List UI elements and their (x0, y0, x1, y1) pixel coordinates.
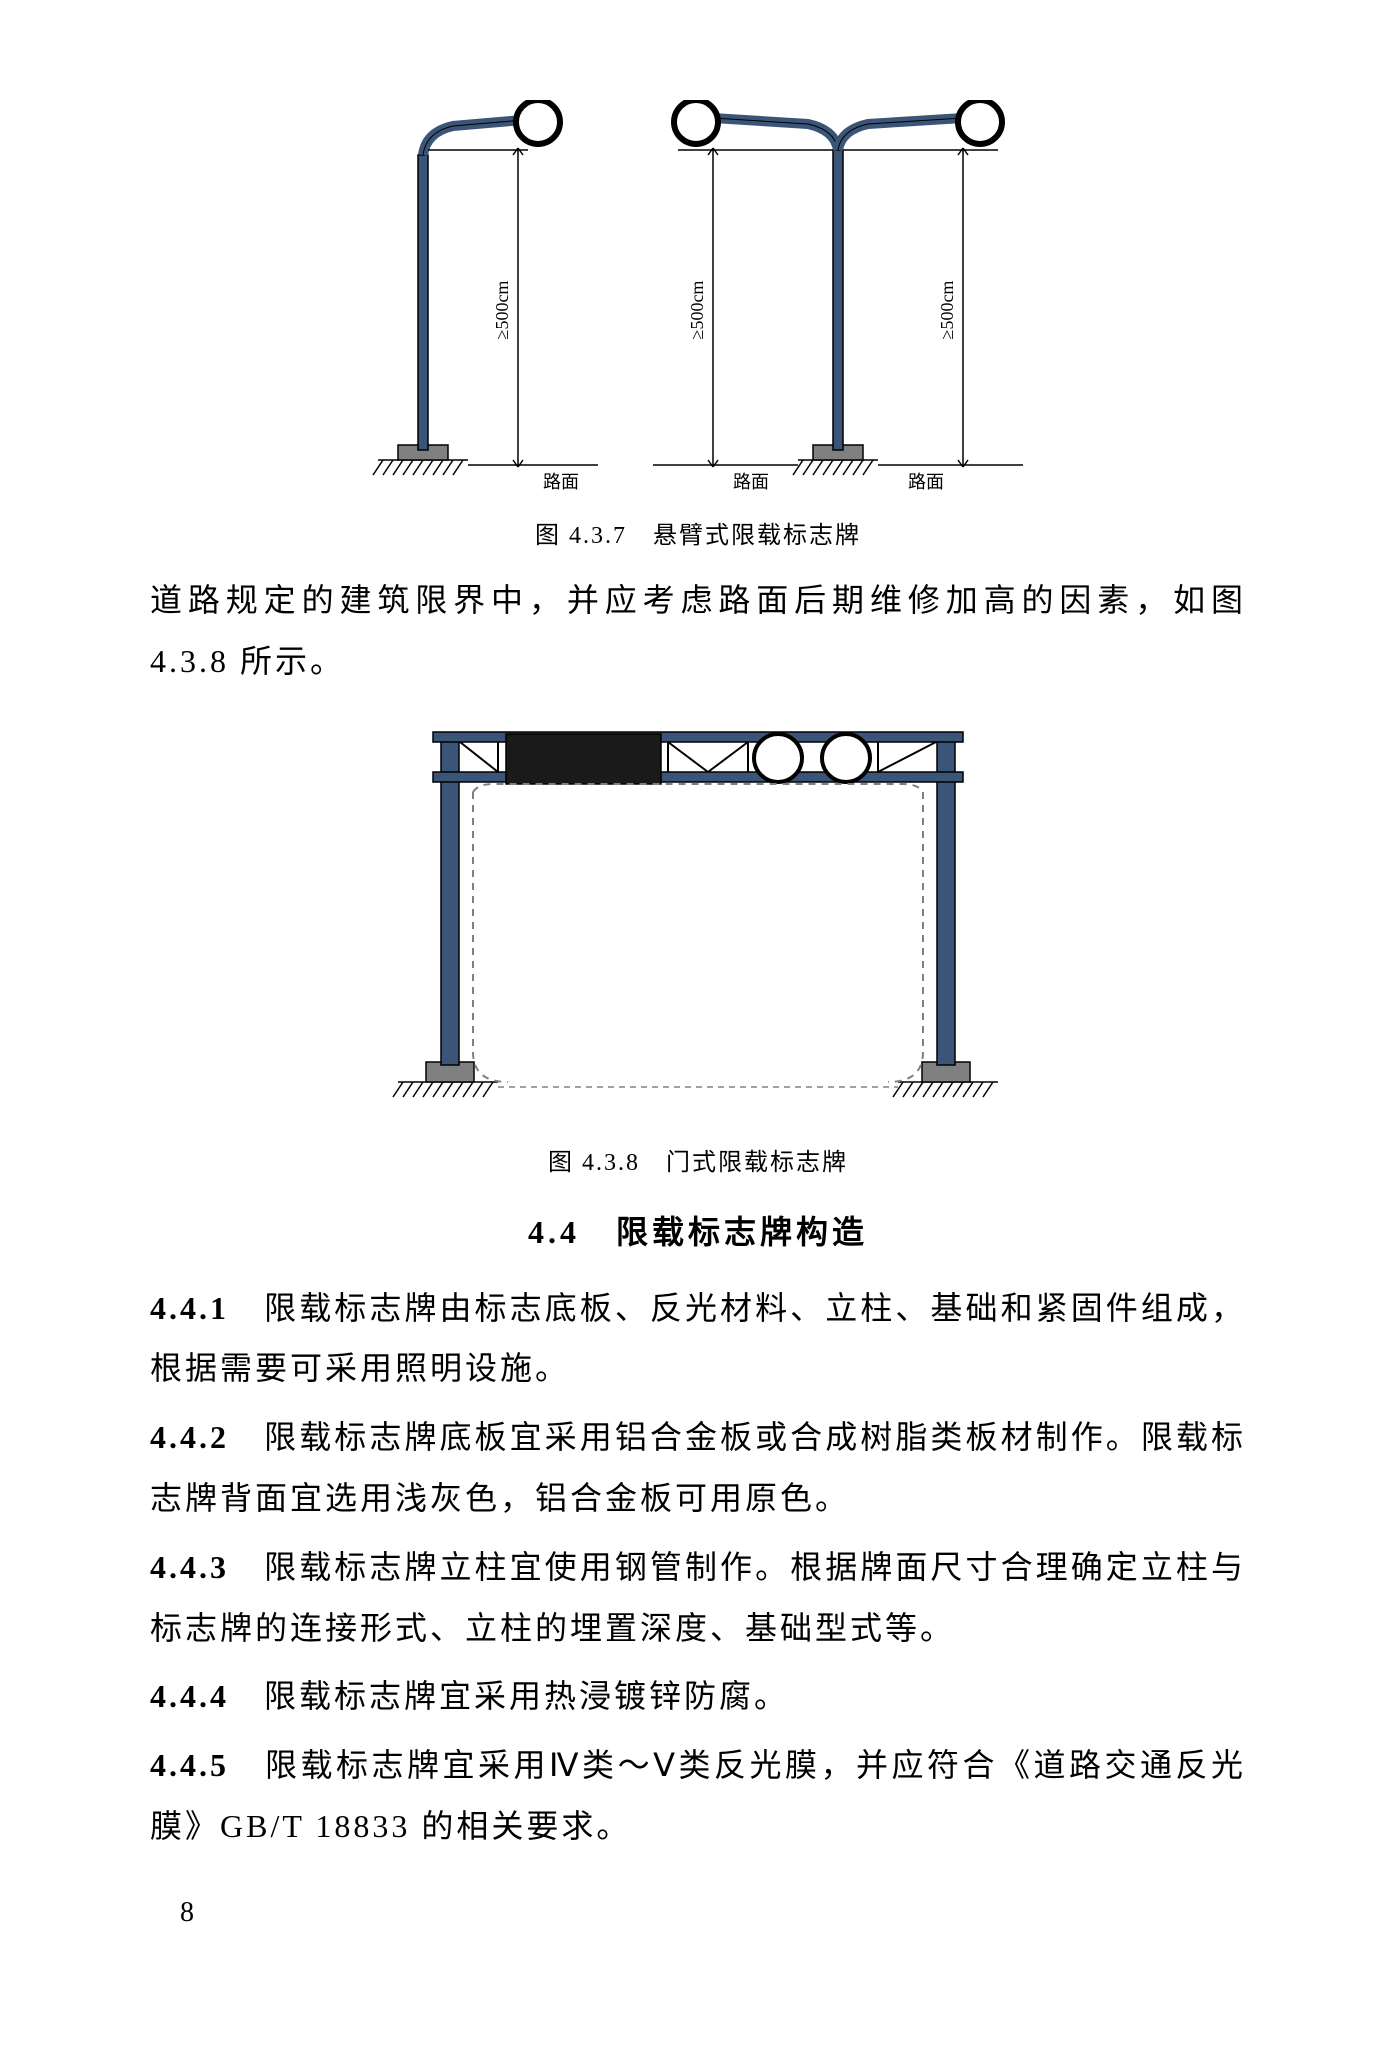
figure-438-caption: 图 4.3.8 门式限载标志牌 (150, 1142, 1246, 1177)
section-heading-44: 4.4 限载标志牌构造 (150, 1207, 1246, 1253)
figure-437-caption: 图 4.3.7 悬臂式限载标志牌 (150, 515, 1246, 550)
gantry-diagram (378, 712, 1018, 1122)
figure-438: 图 4.3.8 门式限载标志牌 (150, 712, 1246, 1177)
svg-text:≥500cm: ≥500cm (937, 281, 957, 340)
figure-437: ≥500cm 路面 (150, 100, 1246, 550)
page-number: 8 (150, 1897, 1246, 1929)
clause-442: 4.4.2 限载标志牌底板宜采用铝合金板或合成树脂类板材制作。限载标志牌背面宜选… (150, 1407, 1246, 1529)
svg-text:路面: 路面 (733, 472, 769, 492)
clause-text: 限载标志牌宜采用热浸镀锌防腐。 (264, 1678, 789, 1714)
clause-444: 4.4.4 限载标志牌宜采用热浸镀锌防腐。 (150, 1666, 1246, 1727)
clause-num: 4.4.3 (150, 1549, 229, 1585)
clause-num: 4.4.1 (150, 1290, 229, 1326)
svg-text:路面: 路面 (908, 472, 944, 492)
single-arm-diagram: ≥500cm 路面 (368, 100, 608, 500)
clause-num: 4.4.5 (150, 1747, 229, 1783)
clause-num: 4.4.4 (150, 1678, 229, 1714)
svg-text:≥500cm: ≥500cm (687, 281, 707, 340)
clause-441: 4.4.1 限载标志牌由标志底板、反光材料、立柱、基础和紧固件组成，根据需要可采… (150, 1278, 1246, 1400)
clause-text: 限载标志牌由标志底板、反光材料、立柱、基础和紧固件组成，根据需要可采用照明设施。 (150, 1290, 1246, 1387)
clause-text: 限载标志牌宜采用Ⅳ类～Ⅴ类反光膜，并应符合《道路交通反光膜》GB/T 18833… (150, 1747, 1246, 1844)
clause-445: 4.4.5 限载标志牌宜采用Ⅳ类～Ⅴ类反光膜，并应符合《道路交通反光膜》GB/T… (150, 1735, 1246, 1857)
double-arm-diagram: ≥500cm ≥500cm 路面 路面 (648, 100, 1028, 500)
svg-text:路面: 路面 (543, 472, 579, 492)
clause-text: 限载标志牌立柱宜使用钢管制作。根据牌面尺寸合理确定立柱与标志牌的连接形式、立柱的… (150, 1549, 1246, 1646)
clause-443: 4.4.3 限载标志牌立柱宜使用钢管制作。根据牌面尺寸合理确定立柱与标志牌的连接… (150, 1537, 1246, 1659)
figure-437-diagrams: ≥500cm 路面 (150, 100, 1246, 500)
svg-text:≥500cm: ≥500cm (492, 281, 512, 340)
clause-text: 限载标志牌底板宜采用铝合金板或合成树脂类板材制作。限载标志牌背面宜选用浅灰色，铝… (150, 1419, 1246, 1516)
paragraph-1: 道路规定的建筑限界中，并应考虑路面后期维修加高的因素，如图 4.3.8 所示。 (150, 570, 1246, 692)
clause-num: 4.4.2 (150, 1419, 229, 1455)
